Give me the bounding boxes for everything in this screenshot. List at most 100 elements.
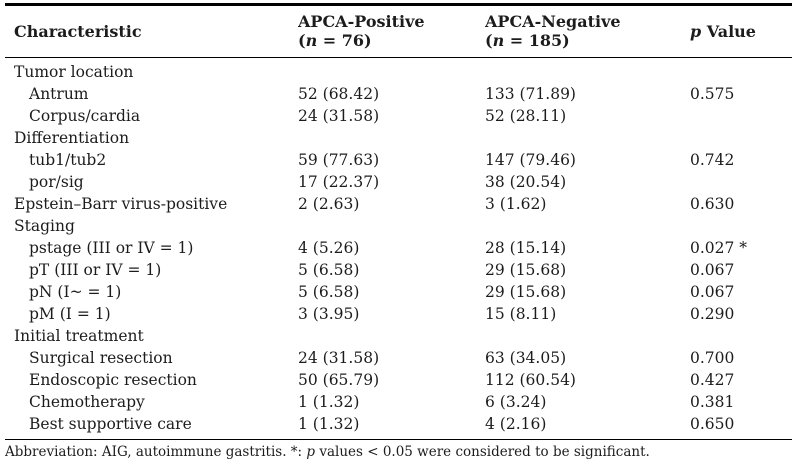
row-label: Antrum xyxy=(29,84,89,103)
p-value xyxy=(690,325,792,347)
table-row-chemotherapy: Chemotherapy 1 (1.32) 6 (3.24) 0.381 xyxy=(5,391,792,413)
table-top-rule xyxy=(5,3,792,6)
table-row-antrum: Antrum 52 (68.42) 133 (71.89) 0.575 xyxy=(5,83,792,105)
apca-positive-title: APCA-Positive xyxy=(298,12,425,31)
apca-negative-value: 38 (20.54) xyxy=(485,172,567,191)
row-label: tub1/tub2 xyxy=(29,150,107,169)
p-value xyxy=(690,61,792,83)
row-label: pM (I = 1) xyxy=(29,304,111,323)
p-value xyxy=(690,171,792,193)
row-label: pstage (III or IV = 1) xyxy=(29,238,194,257)
row-label: Chemotherapy xyxy=(29,392,145,411)
apca-negative-value: 15 (8.11) xyxy=(485,304,557,323)
p-value: 0.381 xyxy=(690,392,735,411)
column-header-apca-positive: APCA-Positive (n = 76) xyxy=(298,12,485,50)
apca-negative-value xyxy=(485,215,690,237)
apca-positive-value: 2 (2.63) xyxy=(298,194,360,213)
apca-negative-n: (n = 185) xyxy=(485,31,570,50)
p-value: 0.067 xyxy=(690,260,735,279)
column-header-p-value: p Value xyxy=(690,21,756,41)
apca-negative-value: 28 (15.14) xyxy=(485,238,567,257)
apca-negative-value: 63 (34.05) xyxy=(485,348,567,367)
apca-negative-value: 147 (79.46) xyxy=(485,150,576,169)
apca-negative-value xyxy=(485,127,690,149)
apca-positive-value xyxy=(298,61,485,83)
apca-positive-value xyxy=(298,215,485,237)
table-row-ebv-positive: Epstein–Barr virus-positive 2 (2.63) 3 (… xyxy=(5,193,792,215)
table-row-pm: pM (I = 1) 3 (3.95) 15 (8.11) 0.290 xyxy=(5,303,792,325)
table-row-group-staging: Staging xyxy=(5,215,792,237)
apca-negative-value: 6 (3.24) xyxy=(485,392,547,411)
row-label: Tumor location xyxy=(14,62,134,81)
table-row-pn: pN (I~ = 1) 5 (6.58) 29 (15.68) 0.067 xyxy=(5,281,792,303)
apca-positive-value: 52 (68.42) xyxy=(298,84,380,103)
apca-positive-value: 17 (22.37) xyxy=(298,172,380,191)
footer-divider-rule xyxy=(5,438,792,441)
row-label: Corpus/cardia xyxy=(29,106,141,125)
table-row-pstage: pstage (III or IV = 1) 4 (5.26) 28 (15.1… xyxy=(5,237,792,259)
p-value xyxy=(690,127,792,149)
apca-positive-value: 3 (3.95) xyxy=(298,304,360,323)
row-label: Best supportive care xyxy=(29,414,192,433)
table-row-group-differentiation: Differentiation xyxy=(5,127,792,149)
table-row-best-supportive-care: Best supportive care 1 (1.32) 4 (2.16) 0… xyxy=(5,413,792,435)
row-label: Endoscopic resection xyxy=(29,370,197,389)
column-header-apca-negative: APCA-Negative (n = 185) xyxy=(485,12,690,50)
row-label: por/sig xyxy=(29,172,84,191)
p-value: 0.067 xyxy=(690,282,735,301)
apca-positive-n: (n = 76) xyxy=(298,31,372,50)
table-row-group-tumor-location: Tumor location xyxy=(5,61,792,83)
p-value: 0.290 xyxy=(690,304,735,323)
apca-positive-value: 1 (1.32) xyxy=(298,414,360,433)
characteristics-table: Characteristic APCA-Positive (n = 76) AP… xyxy=(5,3,792,461)
apca-negative-value: 112 (60.54) xyxy=(485,370,576,389)
apca-positive-value: 1 (1.32) xyxy=(298,392,360,411)
p-value: 0.630 xyxy=(690,194,735,213)
row-label: Initial treatment xyxy=(14,326,144,345)
table-row-por-sig: por/sig 17 (22.37) 38 (20.54) xyxy=(5,171,792,193)
column-header-characteristic: Characteristic xyxy=(5,22,298,41)
apca-negative-value: 29 (15.68) xyxy=(485,260,567,279)
apca-negative-value xyxy=(485,325,690,347)
p-value: 0.700 xyxy=(690,348,735,367)
apca-positive-value: 59 (77.63) xyxy=(298,150,380,169)
table-row-pt: pT (III or IV = 1) 5 (6.58) 29 (15.68) 0… xyxy=(5,259,792,281)
table-header-row: Characteristic APCA-Positive (n = 76) AP… xyxy=(5,6,792,57)
table-body: Tumor location Antrum 52 (68.42) 133 (71… xyxy=(5,58,792,439)
apca-positive-value: 5 (6.58) xyxy=(298,282,360,301)
header-divider-rule xyxy=(5,56,792,58)
row-label: Staging xyxy=(14,216,75,235)
apca-positive-value: 24 (31.58) xyxy=(298,348,380,367)
apca-positive-value: 5 (6.58) xyxy=(298,260,360,279)
row-label: Differentiation xyxy=(14,128,130,147)
apca-negative-value: 29 (15.68) xyxy=(485,282,567,301)
apca-negative-value: 4 (2.16) xyxy=(485,414,547,433)
p-value: 0.650 xyxy=(690,414,735,433)
table-row-endoscopic-resection: Endoscopic resection 50 (65.79) 112 (60.… xyxy=(5,369,792,391)
apca-positive-value: 50 (65.79) xyxy=(298,370,380,389)
p-value: 0.427 xyxy=(690,370,735,389)
p-value xyxy=(690,215,792,237)
p-value: 0.027 * xyxy=(690,238,748,257)
column-header-characteristic-label: Characteristic xyxy=(14,21,142,41)
apca-positive-value: 4 (5.26) xyxy=(298,238,360,257)
p-value: 0.575 xyxy=(690,84,735,103)
row-label: pN (I~ = 1) xyxy=(29,282,122,301)
row-label: pT (III or IV = 1) xyxy=(29,260,162,279)
row-label: Surgical resection xyxy=(29,348,173,367)
apca-negative-title: APCA-Negative xyxy=(485,12,621,31)
row-label: Epstein–Barr virus-positive xyxy=(14,194,228,213)
table-footnote: Abbreviation: AIG, autoimmune gastritis.… xyxy=(5,444,650,461)
apca-negative-value: 52 (28.11) xyxy=(485,106,567,125)
apca-negative-value: 133 (71.89) xyxy=(485,84,576,103)
apca-positive-value xyxy=(298,127,485,149)
p-value: 0.742 xyxy=(690,150,735,169)
apca-positive-value xyxy=(298,325,485,347)
table-row-group-initial-treatment: Initial treatment xyxy=(5,325,792,347)
table-row-surgical-resection: Surgical resection 24 (31.58) 63 (34.05)… xyxy=(5,347,792,369)
table-row-tub1-tub2: tub1/tub2 59 (77.63) 147 (79.46) 0.742 xyxy=(5,149,792,171)
p-value xyxy=(690,105,792,127)
table-row-corpus-cardia: Corpus/cardia 24 (31.58) 52 (28.11) xyxy=(5,105,792,127)
apca-negative-value xyxy=(485,61,690,83)
